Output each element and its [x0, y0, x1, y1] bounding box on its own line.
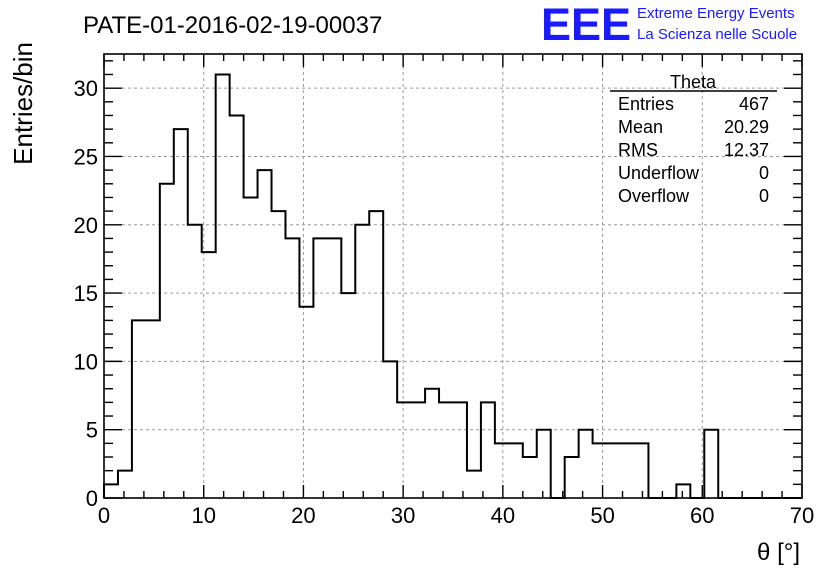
histogram-bin [537, 430, 551, 498]
stats-label: Underflow [618, 163, 700, 183]
grid [104, 54, 802, 498]
histogram-bin [467, 471, 481, 498]
histogram-bin [174, 129, 188, 498]
histogram-bin [230, 115, 244, 498]
histogram-bin [369, 211, 383, 498]
histogram-bin [453, 402, 467, 498]
plot-frame [103, 53, 803, 499]
stats-label: Overflow [618, 186, 690, 206]
histogram-bin [411, 402, 425, 498]
histogram-bin [383, 361, 397, 498]
stats-label: Mean [618, 117, 663, 137]
histogram-bin [202, 252, 216, 498]
x-tick-label: 70 [790, 503, 814, 528]
logo-line-1: Extreme Energy Events [637, 5, 795, 22]
eee-logo: EEE Extreme Energy Events La Scienza nel… [541, 0, 797, 50]
x-tick-label: 10 [191, 503, 215, 528]
histogram-bin [397, 402, 411, 498]
histogram-bin [579, 430, 593, 498]
y-tick-label: 5 [86, 418, 98, 443]
histogram-bin [341, 293, 355, 498]
stats-value: 20.29 [724, 117, 769, 137]
histogram-bin [355, 225, 369, 498]
histogram-bin [593, 443, 607, 498]
stats-value: 12.37 [724, 140, 769, 160]
histogram-bin [285, 238, 299, 498]
chart-title: PATE-01-2016-02-19-00037 [83, 12, 382, 39]
x-tick-label: 40 [491, 503, 515, 528]
histogram-bin [495, 443, 509, 498]
stats-label: Entries [618, 94, 674, 114]
histogram-bin [327, 238, 341, 498]
histogram-bin [244, 197, 258, 498]
x-tick-label: 50 [590, 503, 614, 528]
x-tick-label: 20 [291, 503, 315, 528]
histogram-bin [216, 74, 230, 498]
histogram-bin [481, 402, 495, 498]
histogram-bin [146, 320, 160, 498]
plot-border [103, 53, 803, 499]
y-tick-label: 10 [74, 349, 98, 374]
stats-box: Theta Entries 467 Mean 20.29 RMS 12.37 Underfl… [610, 72, 777, 206]
y-tick-label: 30 [74, 76, 98, 101]
stats-label: RMS [618, 140, 658, 160]
y-tick-label: 20 [74, 213, 98, 238]
histogram-series [103, 73, 802, 499]
y-tick-label: 25 [74, 144, 98, 169]
axis-ticks [103, 54, 803, 499]
histogram-bin [676, 484, 690, 498]
histogram-bin [704, 430, 718, 498]
histogram-bin [313, 238, 327, 498]
histogram-bin [272, 211, 286, 498]
stats-value: 467 [739, 94, 769, 114]
y-axis-label: Entries/bin [8, 42, 38, 165]
histogram-bin [621, 443, 635, 498]
x-tick-label: 30 [391, 503, 415, 528]
y-tick-label: 15 [74, 281, 98, 306]
stats-box-title: Theta [670, 72, 717, 92]
logo-line-2: La Scienza nelle Scuole [637, 26, 797, 43]
histogram-bin [132, 320, 146, 498]
histogram-bin [634, 443, 648, 498]
stats-value: 0 [759, 186, 769, 206]
histogram-bin [439, 402, 453, 498]
x-axis-label: θ [°] [757, 539, 800, 566]
histogram-bin [258, 170, 272, 498]
histogram-bin [425, 389, 439, 498]
histogram-bin [607, 443, 621, 498]
stats-value: 0 [759, 163, 769, 183]
logo-letters: EEE [541, 0, 631, 50]
histogram-bin [118, 471, 132, 498]
histogram-bin [509, 443, 523, 498]
histogram-bin [188, 225, 202, 498]
y-tick-label: 0 [86, 486, 98, 511]
histogram-bin [299, 307, 313, 498]
tick-labels: 0 10 20 30 40 50 60 70 0 5 10 15 20 25 30 [74, 76, 815, 528]
histogram-bin [104, 484, 118, 498]
histogram-bin [523, 457, 537, 498]
histogram-bin [565, 457, 579, 498]
x-tick-label: 0 [98, 503, 110, 528]
histogram-bin [160, 184, 174, 498]
x-tick-label: 60 [690, 503, 714, 528]
